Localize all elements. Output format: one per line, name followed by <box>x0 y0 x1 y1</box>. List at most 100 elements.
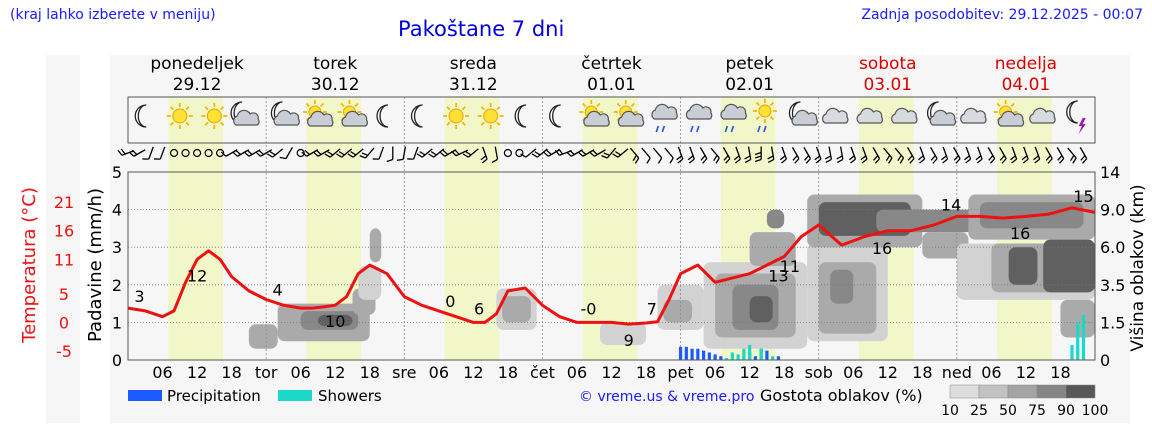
precipitation-bars <box>678 314 1086 360</box>
wind-feather <box>885 154 891 162</box>
wind-shaft <box>735 146 741 160</box>
wind-feather <box>301 151 307 157</box>
wind-barb <box>917 146 926 164</box>
wind-feather <box>792 155 798 161</box>
rain-drop <box>696 125 700 133</box>
weather-icon-moonCloud <box>270 101 300 126</box>
wind-shaft <box>1079 147 1088 159</box>
wind-calm <box>296 148 305 158</box>
wind-feather <box>677 158 684 164</box>
cloud-tick: 1.5 <box>1100 313 1125 332</box>
wind-barb <box>883 147 893 164</box>
wind-feather <box>744 158 752 163</box>
shower-bar <box>759 348 763 360</box>
legend-swatch-precipitation <box>128 390 162 401</box>
day-name: petek <box>726 54 774 74</box>
wind-feather <box>781 158 787 164</box>
wind-feather <box>976 158 983 164</box>
wind-barb <box>416 148 433 158</box>
wind-shaft <box>133 149 146 157</box>
wind-shaft <box>559 150 572 156</box>
precip-tick: 2 <box>112 276 122 295</box>
credit-link: © vreme.us & vreme.pro <box>579 389 754 405</box>
temperature-line <box>127 206 1096 326</box>
temp-tick: 11 <box>54 250 74 269</box>
wind-feather <box>612 153 619 158</box>
cloud-shape <box>791 109 818 126</box>
wind-feather <box>824 155 832 160</box>
rain-drop <box>690 125 694 133</box>
wind-shaft <box>582 149 595 157</box>
wind-feather <box>580 149 587 155</box>
wind-shaft <box>365 147 375 159</box>
wind-feather <box>955 158 961 164</box>
cloud-block-9 <box>599 322 647 345</box>
density-tick: 90 <box>1057 403 1075 419</box>
wind-barb <box>480 146 488 164</box>
temp-axis-label: Temperatura (°C) <box>19 187 40 344</box>
wind-barb <box>664 147 674 164</box>
temp-tick: 21 <box>54 193 74 212</box>
wind-shaft <box>594 149 606 157</box>
wind-feather <box>754 158 762 163</box>
wind-barb <box>503 148 512 158</box>
precip-axis-title: Padavine (mm/h) <box>85 188 106 342</box>
wind-barb <box>255 149 273 157</box>
wind-feather <box>1045 155 1051 161</box>
wind-feather <box>235 149 241 155</box>
location-hint[interactable]: (kraj lahko izberete v meniju) <box>10 7 216 23</box>
wind-barb <box>169 148 179 158</box>
wind-barb <box>428 148 445 158</box>
wind-shaft <box>248 149 261 157</box>
day-name: nedelja <box>995 54 1057 74</box>
wind-feather <box>723 155 729 161</box>
wind-shaft <box>677 146 684 160</box>
hour-tick: 18 <box>221 363 241 382</box>
day-date: 04.01 <box>1002 75 1051 95</box>
wind-feather <box>646 157 651 164</box>
wind-shaft <box>272 148 284 158</box>
precip-bar <box>753 356 757 360</box>
temp-axis-panel <box>46 55 80 423</box>
hour-tick: 06 <box>290 363 310 382</box>
sun-ray <box>354 102 359 107</box>
wind-feather <box>336 153 343 158</box>
precip-tick: 5 <box>112 163 122 182</box>
temp-label: 4 <box>273 280 283 299</box>
cloud-shape <box>273 109 300 126</box>
wind-feather <box>396 158 404 161</box>
wind-barb <box>710 147 720 164</box>
temp-tick: 5 <box>59 285 69 304</box>
wind-feather <box>220 151 227 157</box>
temp-label: 10 <box>325 312 345 331</box>
wind-barb <box>215 148 225 158</box>
wind-calm <box>192 148 202 158</box>
sun-ray <box>582 102 587 107</box>
rain-drop <box>763 125 767 133</box>
wind-shaft <box>689 146 695 160</box>
wind-barb <box>396 146 407 161</box>
weather-icon-sunCloud <box>993 100 1025 127</box>
wind-barb <box>1010 146 1018 164</box>
wind-shaft <box>699 147 708 159</box>
weather-icons <box>134 99 1086 134</box>
wind-shaft <box>482 146 488 160</box>
wind-feather <box>1033 155 1039 161</box>
hour-tick: 06 <box>429 363 449 382</box>
wind-barb <box>577 149 595 157</box>
cloud-shape <box>856 107 884 124</box>
sun-ray <box>319 102 325 107</box>
wind-barb <box>181 148 190 158</box>
wind-shaft <box>571 149 583 157</box>
lightning-bolt <box>1078 118 1086 134</box>
wind-barb <box>722 147 731 164</box>
hour-tick: 06 <box>152 363 172 382</box>
weather-icon-rainCloud <box>651 103 678 133</box>
cloud-tick: 3.5 <box>1100 276 1125 295</box>
density-swatch <box>949 384 980 399</box>
wind-barb <box>1021 146 1029 164</box>
weather-icon-rainCloud <box>685 103 713 133</box>
sun-ray <box>169 121 175 126</box>
